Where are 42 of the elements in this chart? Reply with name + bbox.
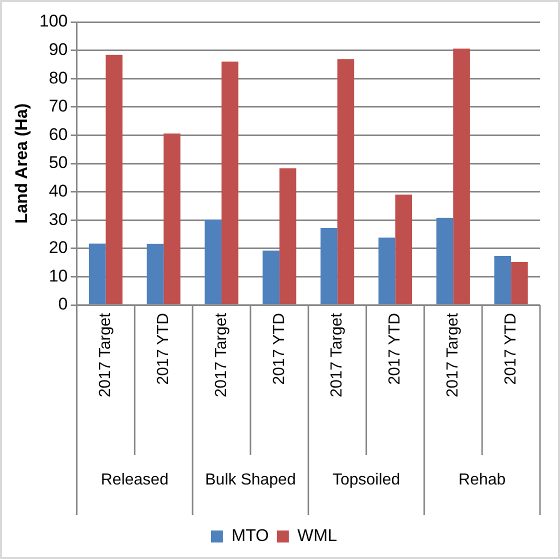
bar — [378, 238, 396, 304]
x-tick-label: 2017 YTD — [502, 313, 520, 385]
bar — [453, 48, 470, 304]
legend-label: MTO — [231, 526, 269, 546]
bar — [106, 54, 123, 304]
x-tick-label: 2017 YTD — [155, 313, 172, 385]
y-tick-label: 90 — [48, 40, 68, 59]
bar — [222, 62, 238, 304]
bar — [436, 218, 454, 304]
y-tick-label: 40 — [48, 181, 68, 200]
bar — [395, 194, 412, 304]
y-tick-label: 30 — [48, 210, 68, 229]
y-tick-label: 80 — [48, 68, 68, 88]
legend-label: WML — [297, 526, 338, 546]
y-axis-title: Land Area (Ha) — [12, 103, 31, 224]
bar — [164, 134, 180, 304]
y-tick-label: 0 — [58, 294, 68, 314]
bar — [204, 220, 222, 304]
x-tick-label: 2017 Target — [328, 312, 346, 398]
y-tick-label: 70 — [48, 96, 68, 116]
x-tick-label: 2017 Target — [97, 312, 114, 398]
x-tick-label: 2017 YTD — [386, 313, 404, 385]
text: Topsoiled — [332, 471, 400, 488]
text: Released — [100, 471, 168, 488]
bar — [320, 228, 338, 304]
bar — [262, 250, 280, 304]
bar — [279, 168, 296, 304]
bar — [511, 262, 528, 304]
text: Rehab — [458, 471, 506, 488]
bar — [146, 244, 164, 304]
y-tick-label: 60 — [48, 124, 68, 144]
x-tick-label: 2017 Target — [212, 312, 230, 398]
text: Bulk Shaped — [205, 471, 296, 488]
y-tick-label: 10 — [48, 266, 68, 286]
bar — [337, 59, 354, 304]
x-tick-label: 2017 Target — [444, 312, 462, 398]
bar — [88, 244, 106, 304]
y-tick-label: 100 — [39, 12, 68, 31]
y-tick-label: 50 — [48, 153, 68, 172]
x-tick-label: 2017 YTD — [270, 313, 288, 385]
y-tick-label: 20 — [48, 238, 68, 258]
bar — [494, 256, 512, 304]
